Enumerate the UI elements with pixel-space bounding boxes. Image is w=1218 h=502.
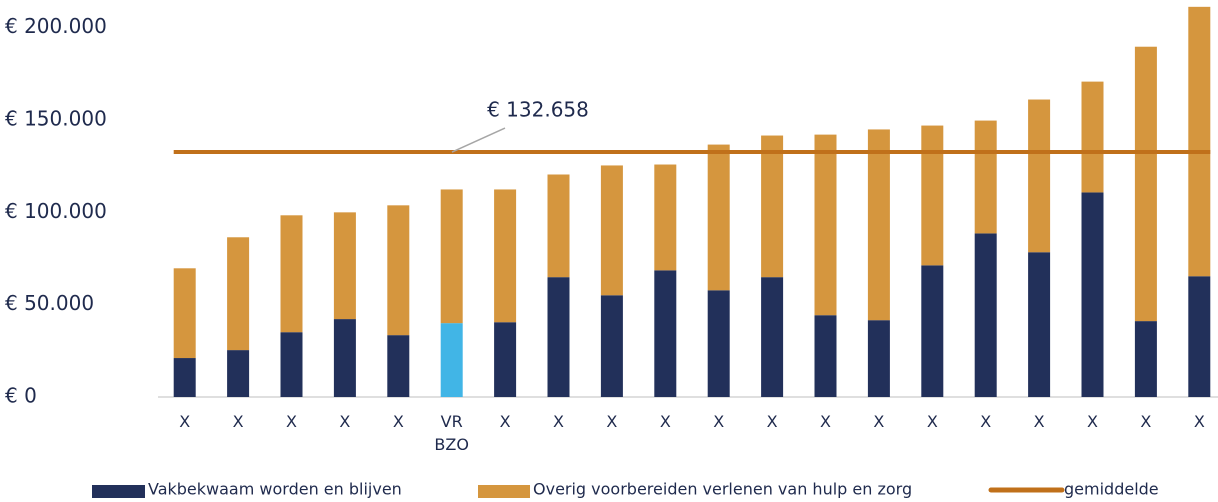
bar-segment <box>1134 46 1157 322</box>
x-tick-label: X <box>766 412 778 431</box>
x-tick-label: X <box>926 412 938 431</box>
bar-segment <box>761 277 784 397</box>
x-tick-label: X <box>392 412 404 431</box>
bar-segment <box>707 290 730 397</box>
bar-segment <box>333 212 356 320</box>
y-tick-label: € 100.000 <box>5 199 107 223</box>
x-tick-label: X <box>659 412 671 431</box>
bar-segment <box>814 315 837 397</box>
bar-segment <box>440 189 463 324</box>
bar-segment <box>921 265 944 397</box>
bar-segment <box>867 129 890 321</box>
bar-segment <box>1134 321 1157 397</box>
legend-label: Overig voorbereiden verlenen van hulp en… <box>533 480 912 499</box>
bar-segment <box>333 319 356 397</box>
bar-segment <box>280 332 303 397</box>
x-tick-label: X <box>606 412 618 431</box>
bar-segment <box>173 358 196 397</box>
bar-segment <box>227 350 250 397</box>
average-label: € 132.658 <box>487 98 589 122</box>
legend-label: Vakbekwaam worden en blijven <box>148 480 402 499</box>
x-tick-label: X <box>339 412 351 431</box>
x-tick-label: X <box>179 412 191 431</box>
bar-segment <box>1028 252 1051 397</box>
y-tick-label: € 150.000 <box>5 107 107 131</box>
bar-segment <box>547 277 570 397</box>
bar-segment <box>921 125 944 266</box>
bar-segment <box>1188 6 1211 277</box>
legend-swatch <box>92 485 145 499</box>
x-tick-label: X <box>286 412 297 431</box>
x-tick-label: X <box>980 412 992 431</box>
legend-swatch <box>478 485 530 499</box>
y-tick-label: € 0 <box>5 384 37 408</box>
bar-segment <box>173 268 196 359</box>
x-tick-label: X <box>873 412 885 431</box>
x-tick-label: X <box>820 412 831 431</box>
bar-segment <box>814 134 837 316</box>
bar-segment <box>600 295 623 397</box>
leader-line <box>451 127 506 153</box>
x-tick-label: X <box>553 412 564 431</box>
x-tick-label: X <box>1193 412 1205 431</box>
bar-segment <box>974 233 997 397</box>
legend-label: gemiddelde <box>1064 480 1159 499</box>
bar-segment <box>547 174 570 278</box>
bar-segment <box>280 215 303 333</box>
bar-segment <box>387 335 410 397</box>
bar-segment <box>387 205 410 336</box>
bar-segment <box>227 237 250 351</box>
x-tick-label: X <box>1140 412 1152 431</box>
bar-segment <box>1081 81 1104 193</box>
x-tick-label: X <box>1033 412 1045 431</box>
bar-segment <box>974 120 997 234</box>
bar-segment <box>707 144 730 291</box>
x-tick-label: X <box>713 412 725 431</box>
bar-segment <box>654 164 677 271</box>
bar-segment <box>494 189 517 323</box>
bar-segment <box>1028 99 1051 253</box>
bar-segment <box>440 323 463 397</box>
bar-segment <box>867 320 890 397</box>
y-tick-label: € 50.000 <box>5 291 94 315</box>
x-tick-label: X <box>232 412 244 431</box>
bar-segment <box>761 135 784 278</box>
x-tick-label: VR BZO <box>434 412 469 454</box>
bar-segment <box>1188 276 1211 397</box>
x-tick-label: X <box>1087 412 1098 431</box>
bar-segment <box>600 165 623 296</box>
bar-segment <box>654 270 677 397</box>
x-tick-label: X <box>499 412 511 431</box>
y-tick-label: € 200.000 <box>5 14 107 38</box>
bar-segment <box>1081 192 1104 397</box>
bar-segment <box>494 322 517 397</box>
